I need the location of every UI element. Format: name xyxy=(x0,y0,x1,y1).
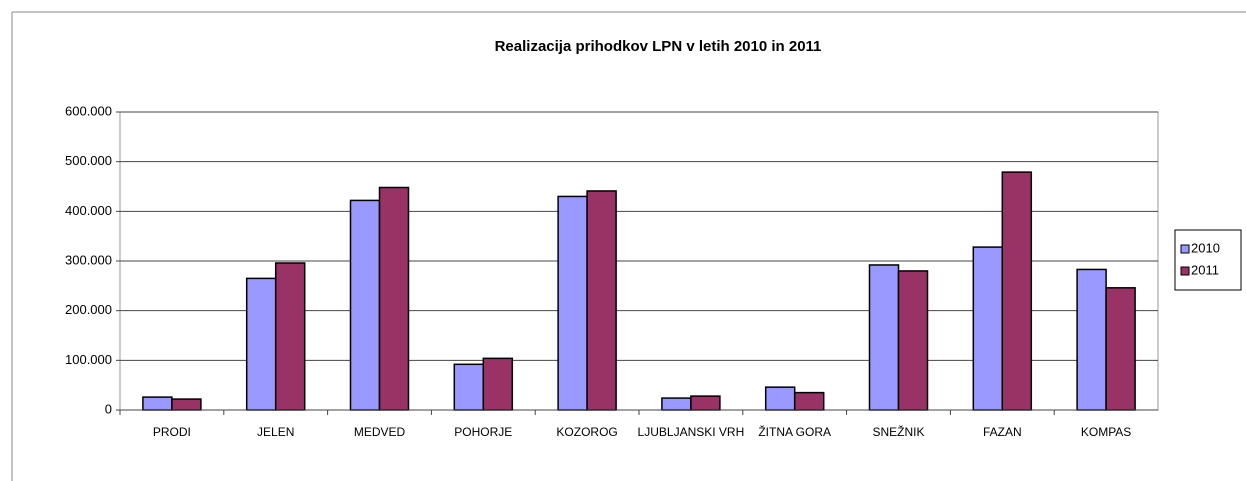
y-tick-label: 600.000 xyxy=(65,103,112,118)
x-tick-label: ŽITNA GORA xyxy=(758,424,831,439)
bar xyxy=(897,270,929,411)
x-tick-label: POHORJE xyxy=(454,425,512,439)
x-tick-label: FAZAN xyxy=(983,425,1022,439)
bar xyxy=(453,363,485,411)
bar xyxy=(793,391,825,411)
bar xyxy=(274,262,306,411)
bar xyxy=(378,186,410,411)
y-tick-label: 200.000 xyxy=(65,302,112,317)
x-tick-label: JELEN xyxy=(257,425,294,439)
legend-label: 2011 xyxy=(1191,262,1219,277)
legend-swatch xyxy=(1180,244,1190,254)
y-tick-label: 300.000 xyxy=(65,252,112,267)
bar xyxy=(690,395,721,411)
legend-label: 2010 xyxy=(1191,240,1220,255)
bar xyxy=(868,264,900,411)
y-tick-label: 100.000 xyxy=(65,352,112,367)
legend-swatch xyxy=(1180,266,1190,276)
y-tick-label: 500.000 xyxy=(65,153,112,168)
x-tick-label: MEDVED xyxy=(354,425,406,439)
y-tick-label: 400.000 xyxy=(65,203,112,218)
bar xyxy=(349,199,381,411)
bar xyxy=(142,396,173,411)
chart-title: Realizacija prihodkov LPN v letih 2010 i… xyxy=(495,38,822,55)
bar xyxy=(1001,171,1033,411)
bar xyxy=(245,277,277,411)
bar xyxy=(1076,268,1107,411)
legend-box xyxy=(1174,229,1242,291)
bar xyxy=(171,398,202,411)
x-tick-label: LJUBLJANSKI VRH xyxy=(638,425,745,439)
bar xyxy=(972,246,1004,411)
bar xyxy=(586,190,617,411)
bar xyxy=(482,357,514,411)
x-tick-label: KOZOROG xyxy=(556,425,617,439)
y-tick-label: 0 xyxy=(105,401,112,416)
x-tick-label: KOMPAS xyxy=(1081,425,1131,439)
bar xyxy=(661,397,692,411)
bar xyxy=(764,386,796,411)
x-tick-label: PRODI xyxy=(153,425,191,439)
x-tick-label: SNEŽNIK xyxy=(872,424,924,439)
bar xyxy=(1105,287,1136,411)
bar xyxy=(557,195,588,411)
